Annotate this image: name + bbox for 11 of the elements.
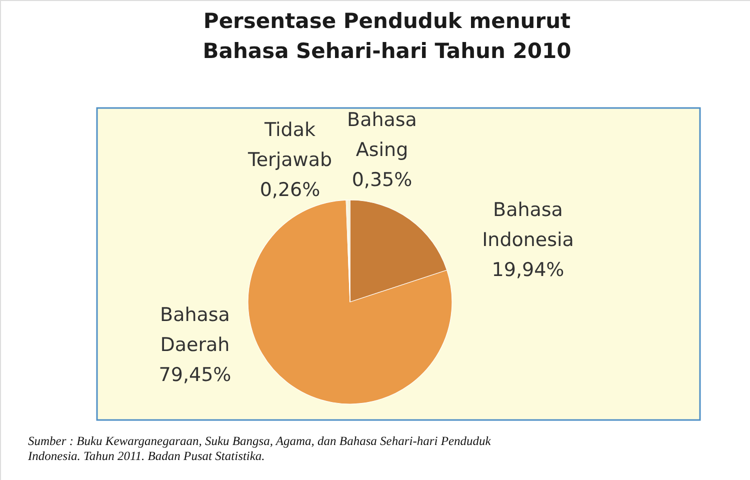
pie-slice — [248, 200, 452, 404]
chart-title: Persentase Penduduk menurut Bahasa Sehari-hari Tahun 2010 — [202, 9, 572, 63]
data-label: 0,26% — [260, 179, 320, 201]
slice-label: Bahasa Daerah — [160, 304, 230, 356]
data-label: 79,45% — [158, 364, 232, 386]
data-label: 0,35% — [352, 169, 412, 191]
slice-label: Tidak Terjawab — [246, 119, 332, 171]
data-label: 19,94% — [492, 259, 564, 281]
slice-label: Bahasa Asing — [347, 109, 417, 161]
text: Sumber : Buku Kewarganegaraan, Suku Bangsa, Agama, dan Bahasa Sehari-hari Penduduk Indonesia. Tahun 2011. Badan Pusat Statistika. — [27, 434, 492, 463]
slice-label: Bahasa Indonesia — [482, 199, 574, 251]
